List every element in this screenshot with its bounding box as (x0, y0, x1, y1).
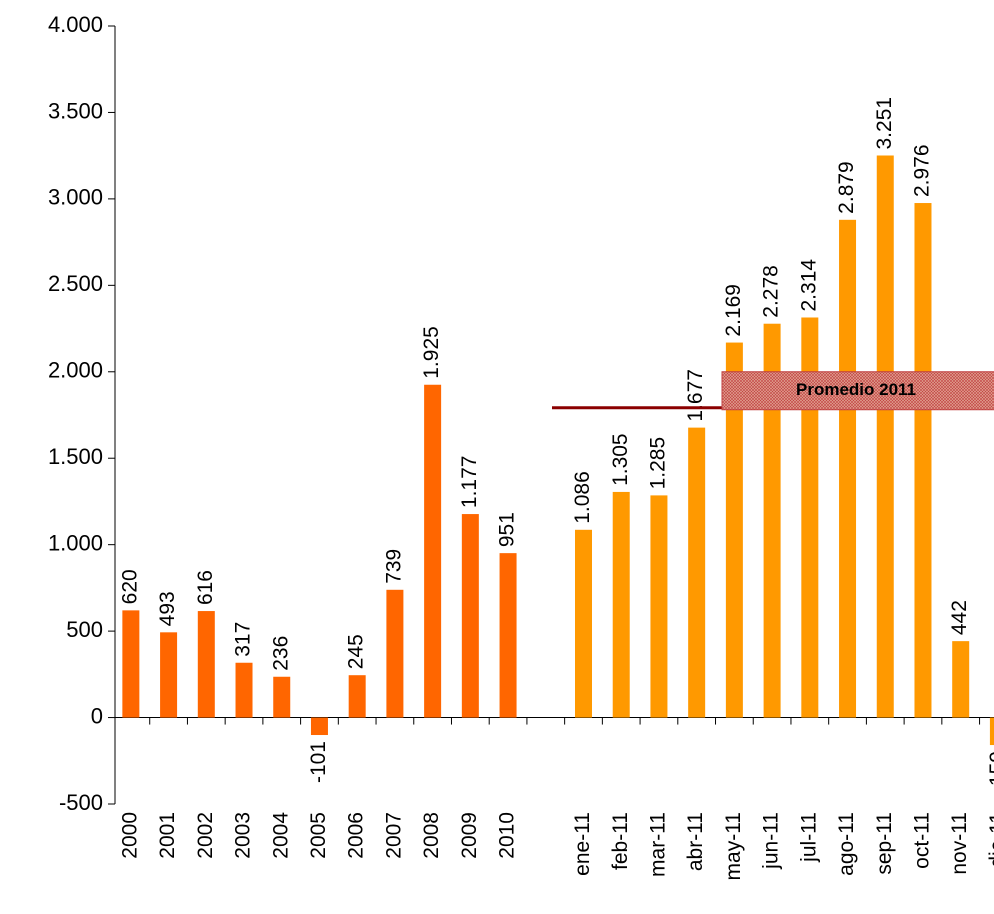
bar (914, 203, 932, 718)
y-tick-label: 1.500 (48, 444, 103, 469)
value-label: 317 (232, 622, 255, 657)
x-tick-label: abr-11 (684, 812, 707, 871)
value-label: 3.251 (873, 97, 896, 150)
value-label: 616 (194, 570, 217, 605)
value-label: 1.086 (571, 471, 594, 524)
value-label: 2.278 (760, 265, 783, 318)
value-label: 951 (496, 512, 519, 547)
value-label: 236 (269, 636, 292, 671)
y-tick-label: -500 (59, 790, 103, 815)
bar (839, 219, 857, 718)
x-tick-label: ene-11 (571, 812, 594, 876)
bar (424, 384, 442, 718)
y-tick-label: 4.000 (48, 12, 103, 37)
bar (876, 155, 894, 718)
x-tick-label: jul-11 (797, 812, 820, 863)
bar (160, 632, 178, 718)
x-tick-label: 2006 (345, 812, 368, 859)
bar (461, 514, 479, 718)
x-tick-label: 2002 (194, 812, 217, 859)
value-label: 620 (118, 569, 141, 604)
x-tick-label: 2003 (232, 812, 255, 859)
x-tick-label: 2007 (382, 812, 405, 859)
x-tick-label: 2005 (307, 812, 330, 859)
x-tick-label: 2008 (420, 812, 443, 859)
x-tick-label: sep-11 (873, 812, 896, 875)
y-tick-label: 3.000 (48, 185, 103, 210)
bar (273, 676, 291, 718)
bar (499, 553, 517, 718)
bar (989, 717, 994, 746)
value-label: 1.177 (458, 456, 481, 509)
value-label: -159 (986, 751, 994, 793)
x-tick-label: 2004 (269, 812, 292, 859)
y-tick-label: 2.500 (48, 271, 103, 296)
value-label: 739 (382, 549, 405, 584)
value-label: 1.285 (646, 437, 669, 490)
x-tick-label: 2000 (118, 812, 141, 859)
value-label: 442 (948, 600, 971, 635)
bar (386, 589, 404, 718)
value-label: 245 (345, 634, 368, 669)
value-label: 2.976 (911, 144, 934, 197)
value-label: 1.925 (420, 326, 443, 379)
bar (763, 323, 781, 718)
bar (688, 427, 706, 718)
y-tick-label: 500 (66, 617, 103, 642)
value-label: 1.677 (684, 369, 707, 422)
bar (197, 611, 215, 718)
bar (310, 717, 328, 736)
x-tick-label: may-11 (722, 812, 745, 880)
value-label: 2.314 (797, 259, 820, 312)
y-tick-label: 1.000 (48, 530, 103, 555)
x-tick-label: mar-11 (646, 812, 669, 877)
bar (725, 342, 743, 718)
x-tick-label: feb-11 (609, 812, 632, 870)
bar (612, 491, 630, 718)
bar (235, 662, 253, 718)
x-tick-label: oct-11 (911, 812, 934, 869)
bar (122, 610, 140, 718)
value-label: -101 (307, 741, 330, 783)
x-tick-label: 2009 (458, 812, 481, 859)
x-tick-label: ago-11 (835, 812, 858, 876)
value-label: 2.879 (835, 161, 858, 214)
x-tick-label: dic-11 (986, 812, 994, 868)
y-tick-label: 0 (91, 703, 103, 728)
reference-label: Promedio 2011 (796, 380, 916, 399)
bar (650, 495, 668, 718)
value-label: 493 (156, 591, 179, 626)
x-tick-label: 2010 (496, 812, 519, 859)
bar (801, 317, 819, 718)
x-tick-label: jun-11 (760, 812, 783, 870)
bar (348, 675, 366, 718)
value-label: 1.305 (609, 433, 632, 486)
bar (952, 641, 970, 718)
y-tick-label: 3.500 (48, 98, 103, 123)
x-tick-label: nov-11 (948, 812, 971, 875)
reference-label-box (721, 371, 994, 411)
y-tick-label: 2.000 (48, 358, 103, 383)
bar (575, 529, 592, 718)
value-label: 2.169 (722, 284, 745, 337)
x-tick-label: 2001 (156, 812, 179, 859)
